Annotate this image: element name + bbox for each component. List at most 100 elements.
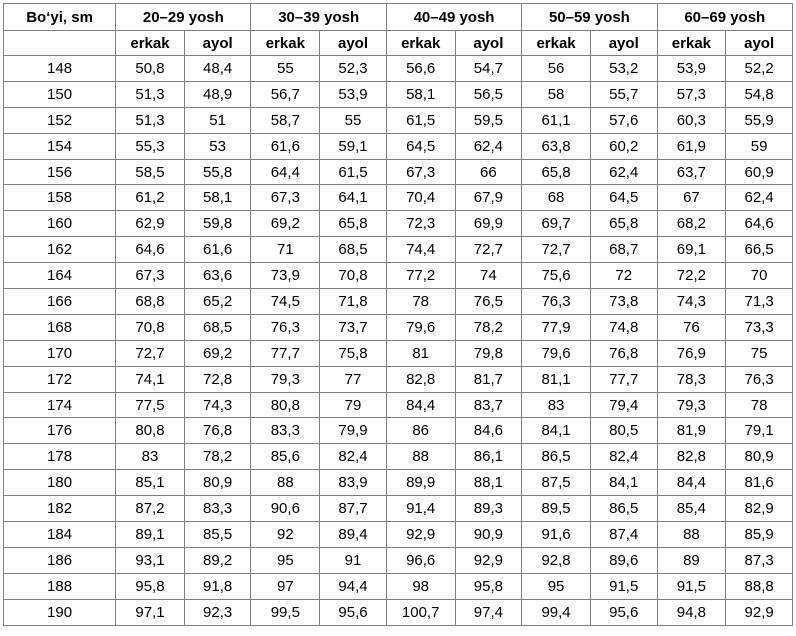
weight-cell: 63,6 <box>183 262 252 290</box>
weight-cell: 81,1 <box>521 365 591 393</box>
age-group-header: 50–59 yosh <box>521 3 658 31</box>
weight-cell: 59,1 <box>319 132 387 160</box>
weight-cell: 80,9 <box>725 443 793 471</box>
height-cell: 172 <box>2 365 117 393</box>
weight-cell: 81,6 <box>725 469 793 497</box>
height-cell: 184 <box>2 521 117 548</box>
height-cell: 158 <box>2 184 117 212</box>
weight-cell: 96,6 <box>385 546 456 574</box>
table-row: 154 55,3 53 61,6 59,1 64,5 62,4 63,8 60,2 61,9 59 <box>2 132 793 160</box>
weight-cell: 72 <box>589 262 658 290</box>
weight-cell: 65,8 <box>589 210 658 238</box>
weight-cell: 91,5 <box>656 572 727 600</box>
weight-cell: 77,7 <box>589 365 658 393</box>
height-cell: 174 <box>2 391 117 419</box>
weight-cell: 64,5 <box>589 184 658 212</box>
weight-cell: 74 <box>454 262 523 290</box>
weight-cell: 79,8 <box>454 339 523 367</box>
weight-cell: 74,3 <box>656 288 727 315</box>
weight-cell: 85,4 <box>656 495 727 523</box>
weight-cell: 55 <box>319 106 387 134</box>
weight-cell: 67 <box>656 184 727 212</box>
table-row: 176 80,8 76,8 83,3 79,9 86 84,6 84,1 80,5 81,9 79,… <box>2 417 793 445</box>
weight-cell: 72,3 <box>385 210 456 238</box>
weight-cell: 73,9 <box>250 262 321 290</box>
weight-cell: 76,8 <box>183 417 252 445</box>
height-cell: 148 <box>2 55 117 82</box>
weight-cell: 62,4 <box>454 132 523 160</box>
weight-cell: 99,5 <box>250 598 321 626</box>
weight-cell: 72,2 <box>656 262 727 290</box>
weight-cell: 75,6 <box>521 262 591 290</box>
weight-cell: 67,3 <box>115 262 185 290</box>
weight-cell: 51,3 <box>115 106 185 134</box>
weight-cell: 78 <box>725 391 793 419</box>
weight-cell: 86,5 <box>521 443 591 471</box>
height-cell: 190 <box>2 598 117 626</box>
weight-cell: 62,4 <box>589 158 658 186</box>
weight-cell: 78,2 <box>183 443 252 471</box>
weight-cell: 53 <box>183 132 252 160</box>
sex-header: ayol <box>319 30 387 56</box>
weight-cell: 92,8 <box>521 546 591 574</box>
weight-cell: 64,6 <box>115 236 185 264</box>
weight-cell: 97,1 <box>115 598 185 626</box>
weight-cell: 56 <box>521 55 591 82</box>
weight-cell: 65,8 <box>521 158 591 186</box>
weight-cell: 97,4 <box>454 598 523 626</box>
weight-cell: 61,6 <box>183 236 252 264</box>
weight-cell: 62,4 <box>725 184 793 212</box>
table-row: 158 61,2 58,1 67,3 64,1 70,4 67,9 68 64,5 67 62,4 <box>2 184 793 212</box>
weight-cell: 59 <box>725 132 793 160</box>
weight-cell: 88,8 <box>725 572 793 600</box>
age-group-header: 60–69 yosh <box>656 3 794 31</box>
weight-cell: 71,3 <box>725 288 793 315</box>
weight-cell: 54,8 <box>725 80 793 108</box>
header-row-age-groups: Bo‘yi, sm 20–29 yosh 30–39 yosh 40–49 yo… <box>2 3 794 31</box>
table-row: 172 74,1 72,8 79,3 77 82,8 81,7 81,1 77,7 78,3 76,… <box>2 365 793 393</box>
weight-cell: 69,7 <box>521 210 591 238</box>
weight-cell: 55,3 <box>115 132 185 160</box>
sex-header: erkak <box>385 30 456 56</box>
weight-cell: 70,4 <box>385 184 456 212</box>
weight-cell: 89,6 <box>589 546 658 574</box>
weight-cell: 92,9 <box>454 546 523 574</box>
weight-cell: 60,9 <box>725 158 793 186</box>
weight-cell: 89,9 <box>385 469 456 497</box>
height-cell: 182 <box>2 495 117 523</box>
weight-cell: 92,3 <box>183 598 252 626</box>
height-cell: 186 <box>2 546 117 574</box>
weight-cell: 55,8 <box>183 158 252 186</box>
weight-cell: 69,9 <box>454 210 523 238</box>
weight-cell: 94,8 <box>656 598 727 626</box>
table-row: 168 70,8 68,5 76,3 73,7 79,6 78,2 77,9 74,8 76 73,… <box>2 313 793 341</box>
weight-cell: 76,5 <box>454 288 523 315</box>
weight-cell: 62,9 <box>115 210 185 238</box>
weight-cell: 53,9 <box>319 80 387 108</box>
weight-cell: 82,8 <box>656 443 727 471</box>
weight-cell: 95,8 <box>454 572 523 600</box>
weight-cell: 59,8 <box>183 210 252 238</box>
weight-cell: 91,4 <box>385 495 456 523</box>
weight-cell: 79,6 <box>521 339 591 367</box>
weight-cell: 74,3 <box>183 391 252 419</box>
weight-cell: 82,8 <box>385 365 456 393</box>
sex-header: ayol <box>183 30 252 56</box>
weight-cell: 79,1 <box>725 417 793 445</box>
table-row: 184 89,1 85,5 92 89,4 92,9 90,9 91,6 87,4 88 85,9 <box>2 521 793 548</box>
table-row: 160 62,9 59,8 69,2 65,8 72,3 69,9 69,7 65,8 68,2 6… <box>2 210 793 238</box>
weight-cell: 85,6 <box>250 443 321 471</box>
weight-cell: 79,4 <box>589 391 658 419</box>
weight-cell: 89,3 <box>454 495 523 523</box>
height-cell: 188 <box>2 572 117 600</box>
weight-cell: 69,2 <box>183 339 252 367</box>
weight-cell: 73,3 <box>725 313 793 341</box>
weight-cell: 84,1 <box>589 469 658 497</box>
weight-cell: 70,8 <box>115 313 185 341</box>
table-row: 190 97,1 92,3 99,5 95,6 100,7 97,4 99,4 95,6 94,8… <box>2 598 793 626</box>
weight-cell: 75 <box>725 339 793 367</box>
weight-cell: 89,2 <box>183 546 252 574</box>
table-container: Bo‘yi, sm 20–29 yosh 30–39 yosh 40–49 yo… <box>2 3 794 626</box>
weight-cell: 99,4 <box>521 598 591 626</box>
table-row: 174 77,5 74,3 80,8 79 84,4 83,7 83 79,4 79,3 78 <box>2 391 793 419</box>
